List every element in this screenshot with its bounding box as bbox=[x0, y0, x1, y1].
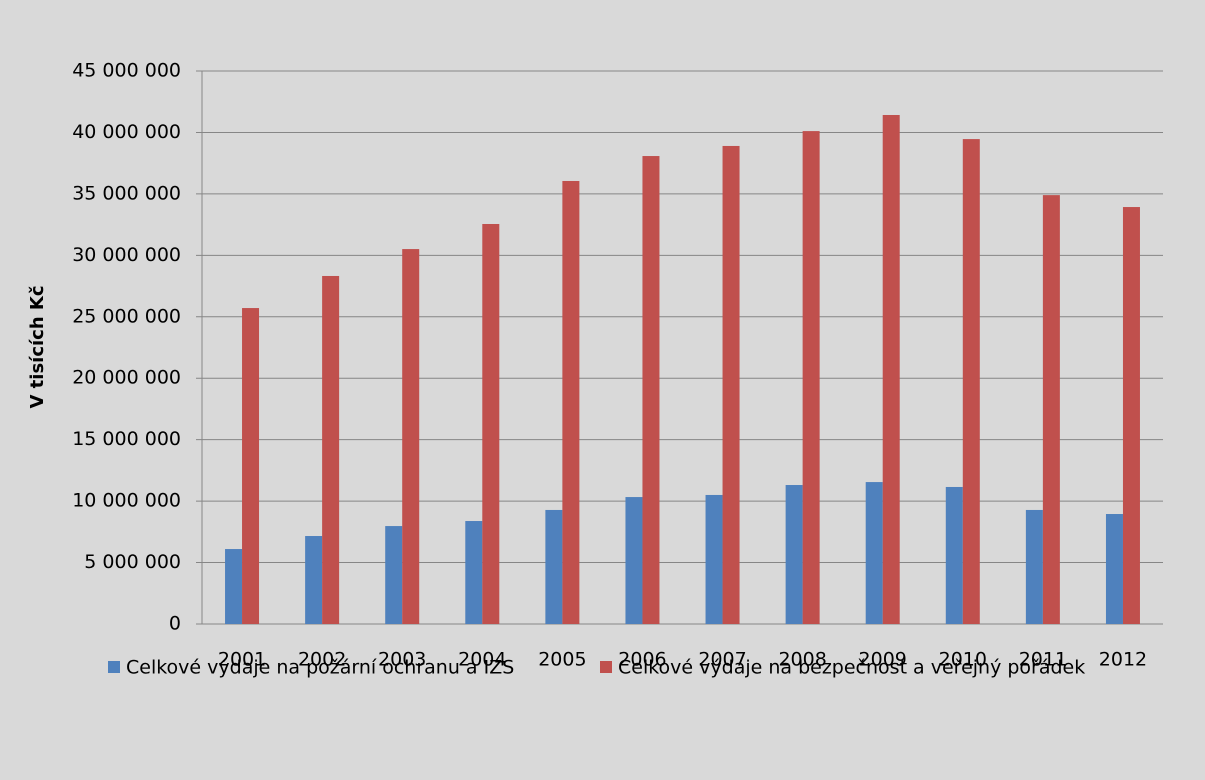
bar bbox=[305, 536, 323, 624]
bar bbox=[545, 509, 563, 624]
x-tick-label: 2008 bbox=[778, 649, 826, 671]
x-tick-label: 2001 bbox=[218, 649, 266, 671]
bar bbox=[465, 521, 483, 624]
y-tick-label: 5 000 000 bbox=[84, 551, 181, 573]
bar bbox=[225, 549, 243, 624]
y-tick-label: 30 000 000 bbox=[72, 244, 181, 266]
bar bbox=[882, 114, 900, 624]
bar bbox=[642, 156, 660, 624]
x-tick-label: 2012 bbox=[1099, 649, 1147, 671]
bar bbox=[785, 485, 803, 624]
legend-label: Celkové výdaje na požární ochranu a IZS bbox=[126, 657, 514, 679]
x-tick-label: 2006 bbox=[618, 649, 666, 671]
x-tick-label: 2002 bbox=[298, 649, 346, 671]
legend-label: Celkové výdaje na bezpečnost a veřejný p… bbox=[618, 657, 1085, 679]
y-tick-label: 10 000 000 bbox=[72, 490, 181, 512]
bar bbox=[562, 180, 580, 625]
y-tick-label: 35 000 000 bbox=[72, 182, 181, 204]
bar bbox=[1025, 509, 1043, 624]
bar bbox=[962, 139, 980, 624]
y-tick-label: 25 000 000 bbox=[72, 305, 181, 327]
x-tick-label: 2003 bbox=[378, 649, 426, 671]
bar bbox=[1105, 514, 1123, 624]
legend-swatch bbox=[108, 661, 120, 673]
y-tick-label: 45 000 000 bbox=[72, 60, 181, 82]
x-tick-label: 2011 bbox=[1019, 649, 1067, 671]
bar bbox=[945, 486, 963, 624]
bar bbox=[865, 482, 883, 624]
bar bbox=[402, 249, 420, 625]
y-tick-label: 0 bbox=[169, 613, 181, 635]
y-tick-label: 20 000 000 bbox=[72, 367, 181, 389]
x-tick-label: 2004 bbox=[458, 649, 506, 671]
bar bbox=[802, 131, 820, 625]
bar bbox=[1042, 195, 1060, 624]
y-tick-label: 15 000 000 bbox=[72, 428, 181, 450]
bar bbox=[625, 497, 643, 624]
bar bbox=[722, 145, 740, 624]
bar bbox=[385, 526, 403, 624]
y-tick-label: 40 000 000 bbox=[72, 121, 181, 143]
bar bbox=[322, 275, 340, 624]
x-tick-label: 2007 bbox=[698, 649, 746, 671]
bar bbox=[482, 223, 500, 624]
bar bbox=[242, 308, 260, 624]
y-axis-label: V tisících Kč bbox=[27, 285, 48, 408]
x-tick-label: 2010 bbox=[939, 649, 987, 671]
legend-swatch bbox=[600, 661, 612, 673]
x-tick-label: 2005 bbox=[538, 649, 586, 671]
bar bbox=[1122, 207, 1140, 624]
bar bbox=[705, 494, 723, 624]
x-tick-label: 2009 bbox=[859, 649, 907, 671]
